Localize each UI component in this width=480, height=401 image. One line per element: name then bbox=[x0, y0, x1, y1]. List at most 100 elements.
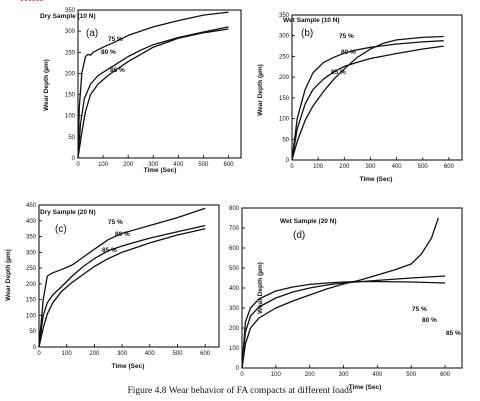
y-tick-label: 300 bbox=[26, 250, 37, 256]
y-axis-label: Wear Depth (µm) bbox=[257, 64, 264, 116]
series-line-3 bbox=[38, 228, 206, 348]
y-tick-label: 400 bbox=[26, 219, 37, 225]
x-tick-label: 0 bbox=[290, 164, 294, 170]
y-tick-label: 800 bbox=[229, 206, 240, 212]
y-tick-label: 0 bbox=[33, 345, 37, 351]
series-annotation: 85 % bbox=[102, 247, 117, 254]
panel-d: Wet Sample (20 N) (d) 0 100 200 300 400 500 600 0… bbox=[229, 206, 461, 391]
x-tick-label: 400 bbox=[372, 372, 383, 378]
y-tick-label: 350 bbox=[26, 235, 37, 241]
series-annotation: 80 % bbox=[115, 231, 130, 238]
y-tick-label: 100 bbox=[26, 313, 37, 319]
y-tick-label: 100 bbox=[65, 114, 76, 120]
x-tick-label: 600 bbox=[440, 372, 451, 378]
x-tick-label: 400 bbox=[145, 351, 156, 357]
x-tick-label: 300 bbox=[339, 372, 350, 378]
y-tick-label: 50 bbox=[282, 137, 289, 143]
x-tick-label: 200 bbox=[339, 164, 350, 170]
x-axis-label: Time (Sec) bbox=[144, 167, 177, 174]
series-annotation: 80 % bbox=[101, 49, 116, 56]
x-axis-label: Time (Sec) bbox=[349, 384, 382, 391]
y-tick-label: 150 bbox=[65, 93, 76, 99]
x-tick-label: 100 bbox=[313, 164, 324, 170]
y-tick-label: 300 bbox=[229, 306, 240, 312]
y-tick-label: 350 bbox=[279, 13, 290, 19]
y-tick-label: 100 bbox=[279, 117, 290, 123]
y-tick-label: 250 bbox=[65, 50, 76, 56]
y-tick-label: 0 bbox=[72, 156, 76, 162]
x-tick-label: 0 bbox=[37, 351, 41, 357]
y-tick-label: 700 bbox=[229, 226, 240, 232]
y-tick-label: 150 bbox=[279, 96, 290, 102]
y-axis-label: Wear Depth (µm) bbox=[5, 249, 12, 301]
series-annotation: 75 % bbox=[339, 33, 354, 40]
y-tick-label: 50 bbox=[29, 329, 36, 335]
series-line-2 bbox=[38, 224, 206, 348]
panel-c: Dry Sample (20 N) (c) 0 100 200 300 400 500 600 0… bbox=[5, 203, 211, 370]
x-tick-label: 400 bbox=[173, 162, 184, 168]
series-line-3 bbox=[291, 35, 444, 161]
x-tick-label: 200 bbox=[89, 351, 100, 357]
series-line-2 bbox=[241, 275, 446, 369]
y-tick-label: 500 bbox=[229, 266, 240, 272]
series-line-1 bbox=[38, 207, 206, 348]
x-tick-label: 100 bbox=[62, 351, 73, 357]
panel-b: Wet Sample (10 N) (b) 0 100 200 300 400 500 600 0… bbox=[257, 13, 455, 183]
series-line-1 bbox=[77, 11, 229, 159]
series-annotation: 80 % bbox=[341, 49, 356, 56]
x-tick-label: 500 bbox=[406, 372, 417, 378]
series-annotation: 75 % bbox=[412, 306, 427, 313]
x-tick-label: 600 bbox=[200, 351, 211, 357]
x-tick-label: 500 bbox=[172, 351, 183, 357]
y-tick-label: 50 bbox=[68, 135, 75, 141]
y-tick-label: 250 bbox=[26, 266, 37, 272]
series-line-1 bbox=[291, 40, 444, 161]
y-tick-label: 200 bbox=[65, 71, 76, 77]
y-tick-label: 300 bbox=[279, 34, 290, 40]
panel-a-frame bbox=[77, 9, 242, 159]
y-tick-label: 0 bbox=[236, 366, 240, 372]
cropped-top-text: 000000 bbox=[20, 0, 43, 3]
y-tick-label: 600 bbox=[229, 246, 240, 252]
panel-a: Dry Sample (10 N) (a) 0 100 200 300 400 500 600 0… bbox=[40, 8, 234, 174]
series-annotation: 75 % bbox=[108, 36, 123, 43]
x-tick-label: 500 bbox=[198, 162, 209, 168]
x-tick-label: 400 bbox=[392, 164, 403, 170]
series-annotation: 75 % bbox=[108, 219, 123, 226]
panel-a-title: Dry Sample (10 N) bbox=[40, 13, 96, 20]
series-line-2 bbox=[77, 26, 229, 159]
y-tick-label: 200 bbox=[26, 282, 37, 288]
y-tick-label: 400 bbox=[229, 286, 240, 292]
series-line-2 bbox=[291, 45, 444, 161]
x-tick-label: 600 bbox=[223, 162, 234, 168]
series-annotation: 85 % bbox=[446, 330, 461, 337]
series-line-3 bbox=[241, 280, 446, 369]
x-tick-label: 500 bbox=[418, 164, 429, 170]
series-annotation: 85 % bbox=[331, 69, 346, 76]
series-line-3 bbox=[77, 28, 229, 159]
y-tick-label: 250 bbox=[279, 54, 290, 60]
x-tick-label: 0 bbox=[240, 372, 244, 378]
x-tick-label: 300 bbox=[148, 162, 159, 168]
y-tick-label: 200 bbox=[229, 326, 240, 332]
y-tick-label: 150 bbox=[26, 298, 37, 304]
y-axis-label: Wear Depth (µm) bbox=[257, 262, 264, 314]
x-tick-label: 600 bbox=[444, 164, 455, 170]
x-tick-label: 300 bbox=[117, 351, 128, 357]
panel-b-frame bbox=[291, 14, 463, 161]
panel-a-label: (a) bbox=[86, 28, 98, 39]
panel-b-label: (b) bbox=[301, 28, 313, 39]
y-axis-label: Wear Depth (µm) bbox=[43, 59, 50, 111]
y-tick-label: 200 bbox=[279, 75, 290, 81]
figure-caption: Figure 4.8 Wear behavior of FA compacts … bbox=[127, 386, 353, 396]
x-axis-label: Time (Sec) bbox=[360, 176, 393, 183]
series-line-1 bbox=[241, 217, 439, 369]
y-tick-label: 100 bbox=[229, 346, 240, 352]
y-tick-label: 0 bbox=[286, 158, 290, 164]
panel-d-label: (d) bbox=[293, 230, 305, 241]
panel-c-title: Dry Sample (20 N) bbox=[40, 209, 96, 216]
x-tick-label: 200 bbox=[123, 162, 134, 168]
panel-d-frame bbox=[241, 207, 463, 369]
y-tick-label: 300 bbox=[65, 29, 76, 35]
